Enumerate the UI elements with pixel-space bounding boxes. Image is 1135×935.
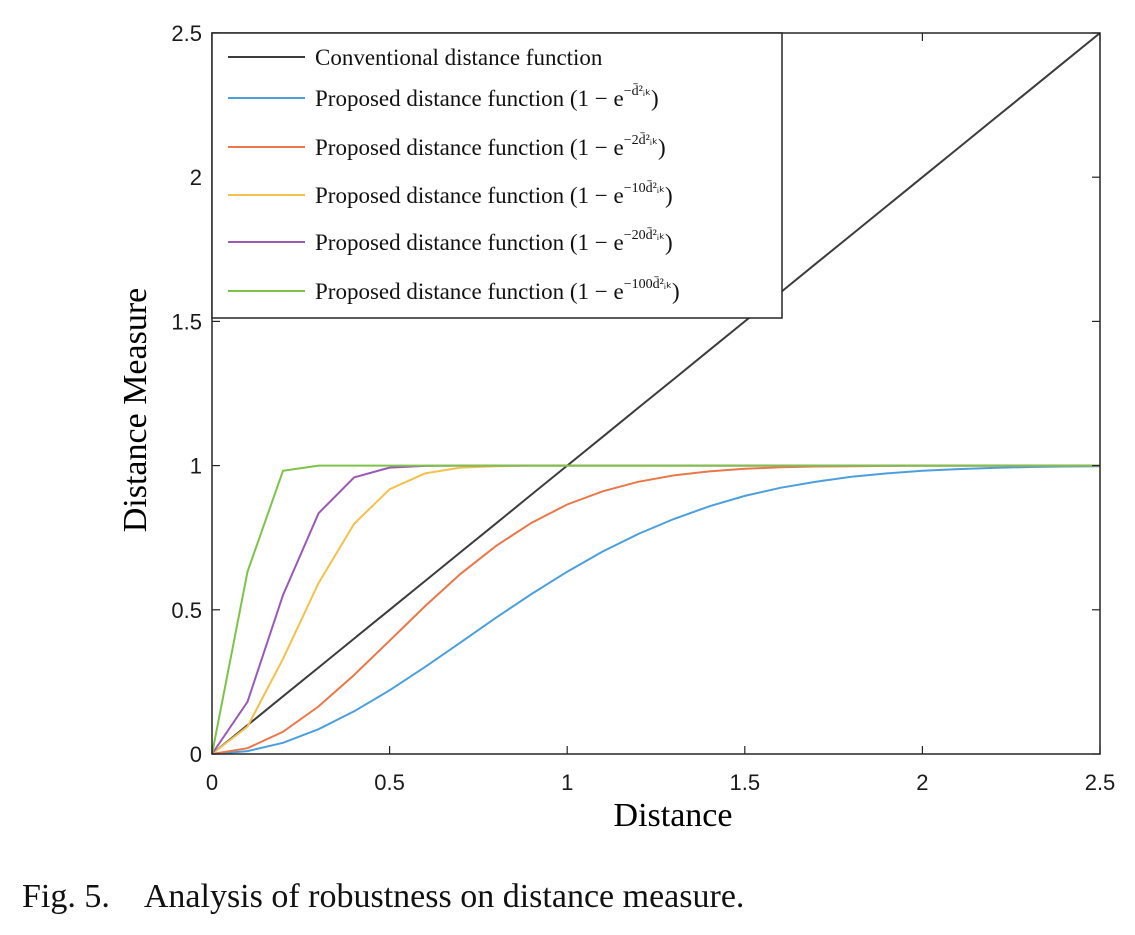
plot-lines: [211, 32, 1101, 755]
caption-text: Analysis of robustness on distance measu…: [143, 878, 745, 915]
distance-measure-chart: 0 0.5 1 1.5 2 2.5 0 0.5 1 1.5 2 2.5 Distance Distan…: [117, 21, 1115, 834]
y-tick-label: 1.5: [171, 309, 202, 334]
legend-entry-3: Proposed distance function (1 − e−10d̄²ᵢ…: [315, 180, 673, 208]
legend-entry-2: Proposed distance function (1 − e−2d̄²ᵢₖ…: [315, 132, 666, 160]
axis-tick-labels: 0 0.5 1 1.5 2 2.5 0 0.5 1 1.5 2 2.5: [171, 21, 1115, 795]
x-tick-label: 2.5: [1085, 770, 1116, 795]
y-tick-label: 1: [190, 454, 202, 479]
x-axis-label: Distance: [614, 797, 733, 834]
legend-entry-5: Proposed distance function (1 − e−100d̄²…: [315, 276, 680, 304]
legend-entry-0: Conventional distance function: [315, 45, 603, 70]
y-axis-label: Distance Measure: [117, 288, 154, 533]
y-tick-label: 0.5: [171, 598, 202, 623]
series-line-5: [211, 464, 1100, 755]
figure-caption: Fig. 5. Analysis of robustness on distanc…: [22, 878, 744, 916]
legend: Conventional distance function Proposed d…: [211, 32, 783, 319]
legend-items: Conventional distance function Proposed d…: [228, 45, 680, 304]
x-tick-label: 1.5: [730, 770, 761, 795]
x-tick-label: 0.5: [374, 770, 405, 795]
figure-number: Fig. 5.: [22, 878, 110, 915]
x-tick-label: 1: [561, 770, 573, 795]
y-tick-label: 0: [190, 742, 202, 767]
series-line-1: [211, 465, 1101, 755]
x-tick-label: 2: [916, 770, 928, 795]
series-line-0: [211, 32, 1101, 755]
series-line-3: [211, 464, 1100, 755]
legend-entry-4: Proposed distance function (1 − e−20d̄²ᵢ…: [315, 227, 673, 255]
legend-entry-1: Proposed distance function (1 − e−d̄²ᵢₖ): [315, 83, 659, 111]
legend-box: [211, 32, 783, 319]
y-tick-label: 2: [190, 165, 202, 190]
x-tick-label: 0: [206, 770, 218, 795]
series-line-4: [211, 464, 1100, 755]
y-tick-label: 2.5: [171, 21, 202, 46]
series-line-2: [211, 464, 1100, 755]
